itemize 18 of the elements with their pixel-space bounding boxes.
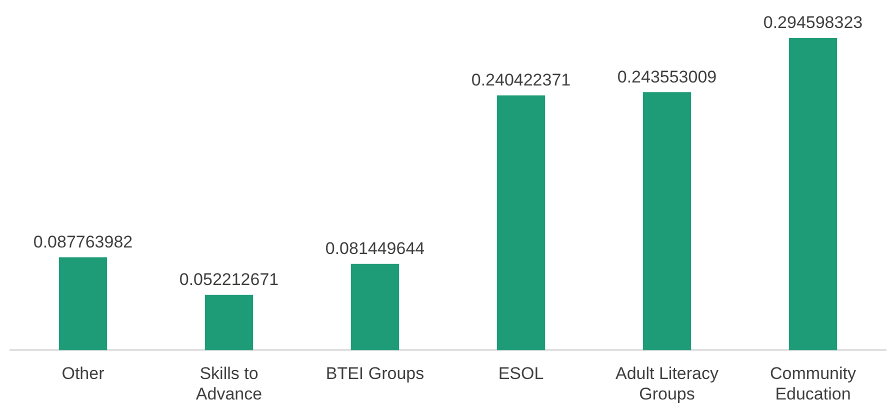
x-tick-label: Skills to Advance: [196, 364, 262, 404]
data-label: 0.081449644: [325, 239, 425, 258]
x-tick-label: Other: [62, 364, 105, 384]
bar: [642, 92, 692, 350]
bar: [350, 264, 400, 350]
bar: [58, 257, 108, 350]
data-label: 0.052212671: [179, 270, 279, 290]
data-label: 0.087763982: [33, 232, 133, 252]
x-tick-label: ESOL: [498, 364, 544, 384]
bar: [496, 95, 546, 350]
x-tick-label: Community Education: [770, 364, 856, 404]
x-tick-label: Adult Literacy Groups: [616, 364, 719, 404]
x-tick-label: BTEI Groups: [326, 364, 424, 384]
data-label: 0.240422371: [471, 70, 571, 90]
bar: [204, 294, 254, 350]
data-label: 0.294598323: [763, 13, 863, 32]
bar: [788, 38, 838, 350]
data-label: 0.243553009: [617, 67, 717, 86]
